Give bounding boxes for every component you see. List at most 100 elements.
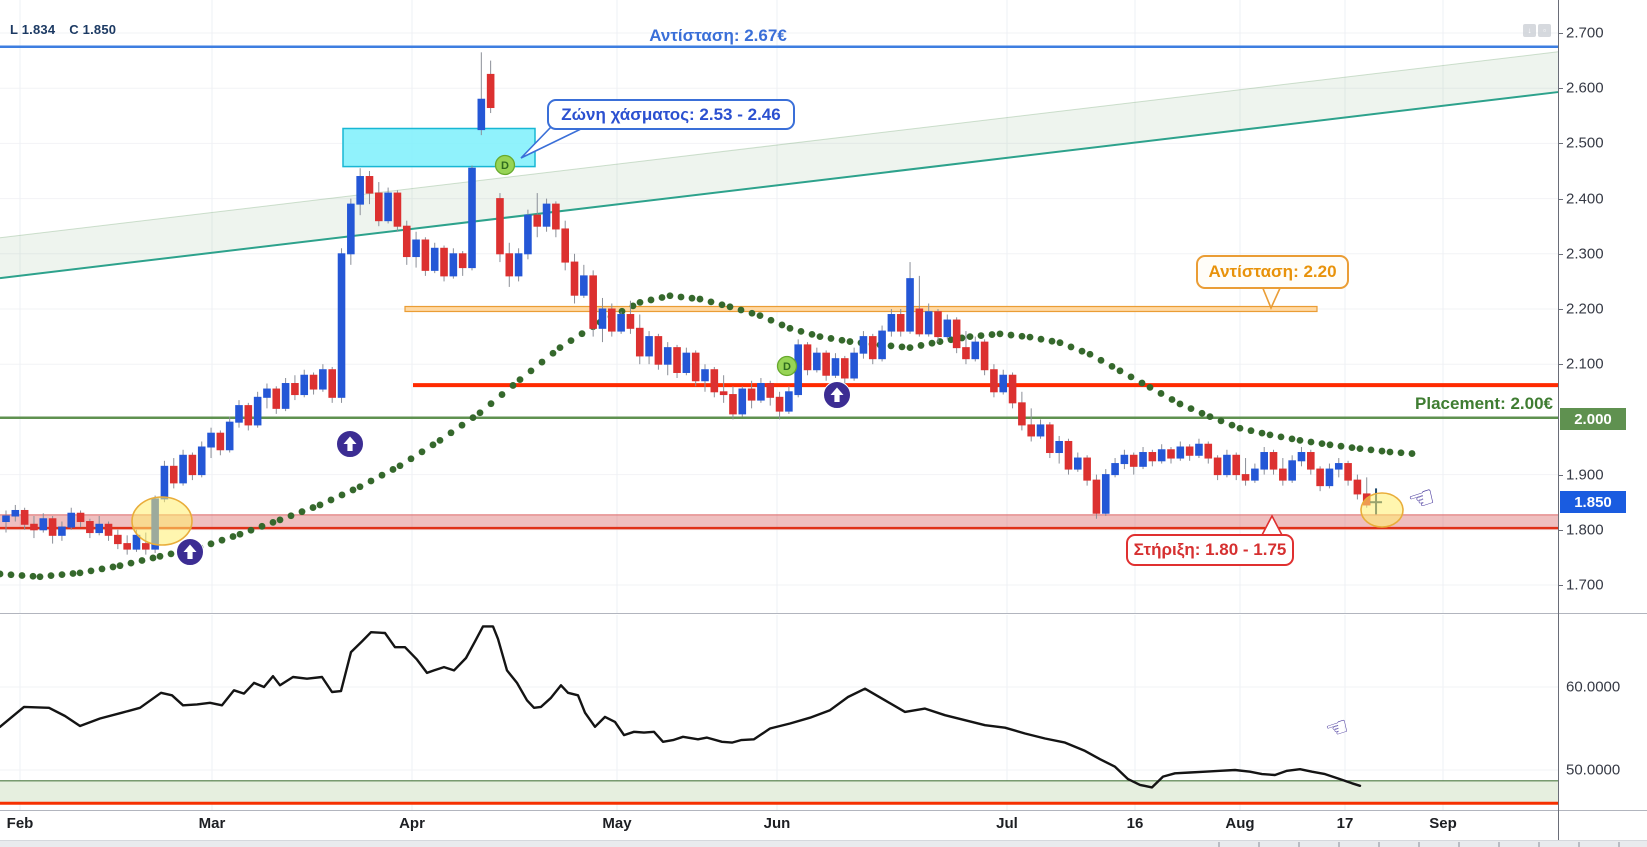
candle-body <box>20 509 29 525</box>
box-icon[interactable]: ▫ <box>1538 24 1551 37</box>
candle-body <box>1101 474 1110 514</box>
ma-dot <box>149 554 157 562</box>
ma-dot <box>618 307 626 315</box>
candle-body <box>225 421 234 451</box>
ma-dot <box>476 409 484 417</box>
candle-body <box>524 214 532 255</box>
candle-body <box>375 192 383 222</box>
candle-body <box>1120 454 1129 465</box>
ma-dot <box>1228 421 1236 429</box>
ma-dot <box>1056 339 1064 347</box>
candle-body <box>160 465 169 500</box>
ma-dot <box>816 333 824 340</box>
ma-dot <box>458 421 466 429</box>
date-tick-label: May <box>602 815 632 832</box>
ma-dot <box>418 448 426 456</box>
price-tick-mark <box>1559 143 1563 145</box>
candle-body <box>514 253 523 277</box>
price-axis[interactable]: 2.000 1.850 2.700 2.600 2.500 2.400 2.300 2.2… <box>1559 0 1647 810</box>
candle-body <box>347 203 355 255</box>
candle-body <box>179 454 187 484</box>
candle-body <box>850 352 858 379</box>
indicator-tick-label: 60.0000 <box>1566 678 1621 696</box>
candle-body <box>1223 454 1231 476</box>
ma-dot <box>167 550 175 558</box>
ma-dot <box>647 296 655 304</box>
trend-channel <box>0 51 1558 279</box>
price-tick-mark <box>1559 253 1563 255</box>
ma-dot <box>316 501 324 509</box>
ma-dot <box>767 316 775 324</box>
ma-dot <box>218 536 226 544</box>
candle-body <box>337 253 346 398</box>
legend-low: L 1.834 <box>10 22 56 37</box>
ma-dot <box>527 367 535 375</box>
candle-body <box>1018 402 1026 426</box>
candle-body <box>822 352 830 376</box>
panel-separator[interactable] <box>0 613 1647 614</box>
time-axis[interactable]: Feb Mar Apr May Jun Jul 16 Aug 17 Sep <box>0 810 1647 840</box>
placement-label[interactable]: Placement: 2.00€ <box>1415 394 1553 413</box>
ma-dot <box>636 298 644 306</box>
candle-body <box>449 253 458 277</box>
candle-body <box>999 374 1008 393</box>
ma-dot <box>36 573 44 581</box>
candle-body <box>1157 449 1166 462</box>
axis-border <box>1558 0 1559 840</box>
ma-dot <box>1247 427 1255 435</box>
ma-dot <box>1187 405 1195 412</box>
candle-body <box>617 314 625 332</box>
candle-body <box>496 198 504 255</box>
candle-body <box>123 543 131 550</box>
indicator-bottom-border <box>0 810 1647 811</box>
ma-dot <box>808 330 816 338</box>
candle-body <box>757 383 765 401</box>
ma-dot <box>156 552 164 560</box>
candle-body <box>1083 457 1091 481</box>
ma-dot <box>396 462 404 470</box>
candle-body <box>1139 452 1147 467</box>
candle-body <box>701 369 709 382</box>
candle-body <box>365 176 374 194</box>
last-price-badge: 1.850 <box>1560 491 1626 514</box>
bottom-scrollbar[interactable] <box>0 840 1647 847</box>
date-tick-label: Jun <box>763 815 791 832</box>
candle-body <box>1204 443 1213 459</box>
candle-body <box>719 391 728 396</box>
ma-dot <box>947 336 955 344</box>
ma-dot <box>1198 409 1206 417</box>
candle-body <box>197 446 206 476</box>
ma-dot <box>1157 390 1165 397</box>
candle-body <box>477 98 486 131</box>
candle-body <box>598 308 607 329</box>
date-tick-label: Sep <box>1429 815 1457 832</box>
ma-dot <box>327 496 335 504</box>
candle-body <box>859 336 868 354</box>
candle-body <box>244 405 253 426</box>
up-arrow-icon <box>830 387 844 402</box>
ma-dot <box>726 303 734 311</box>
resistance-267-label[interactable]: Αντίσταση: 2.67€ <box>649 26 787 45</box>
support-callout[interactable]: Στήριξη: 1.80 - 1.75 <box>1126 534 1294 566</box>
candle-body <box>868 336 877 360</box>
ma-dot <box>966 333 974 340</box>
candle-body <box>542 203 551 227</box>
ma-dot <box>436 436 444 444</box>
ma-dot <box>1386 448 1394 456</box>
resistance-220-callout[interactable]: Αντίσταση: 2.20 <box>1196 255 1349 289</box>
price-tick-label: 2.600 <box>1566 79 1604 97</box>
ma-dot <box>447 429 455 437</box>
gap-zone-callout[interactable]: Ζώνη χάσματος: 2.53 - 2.46 <box>547 99 795 130</box>
candle-body <box>2 515 10 523</box>
ma-dot <box>1408 450 1416 457</box>
ma-dot <box>287 512 295 520</box>
price-tick-label: 2.400 <box>1566 190 1604 208</box>
price-tick-mark <box>1559 33 1563 34</box>
price-tick-mark <box>1559 585 1563 586</box>
arrow-down-icon[interactable]: ↓ <box>1523 24 1536 37</box>
price-tick-mark <box>1559 309 1563 310</box>
candle-body <box>924 311 933 335</box>
ma-dot <box>407 455 415 463</box>
